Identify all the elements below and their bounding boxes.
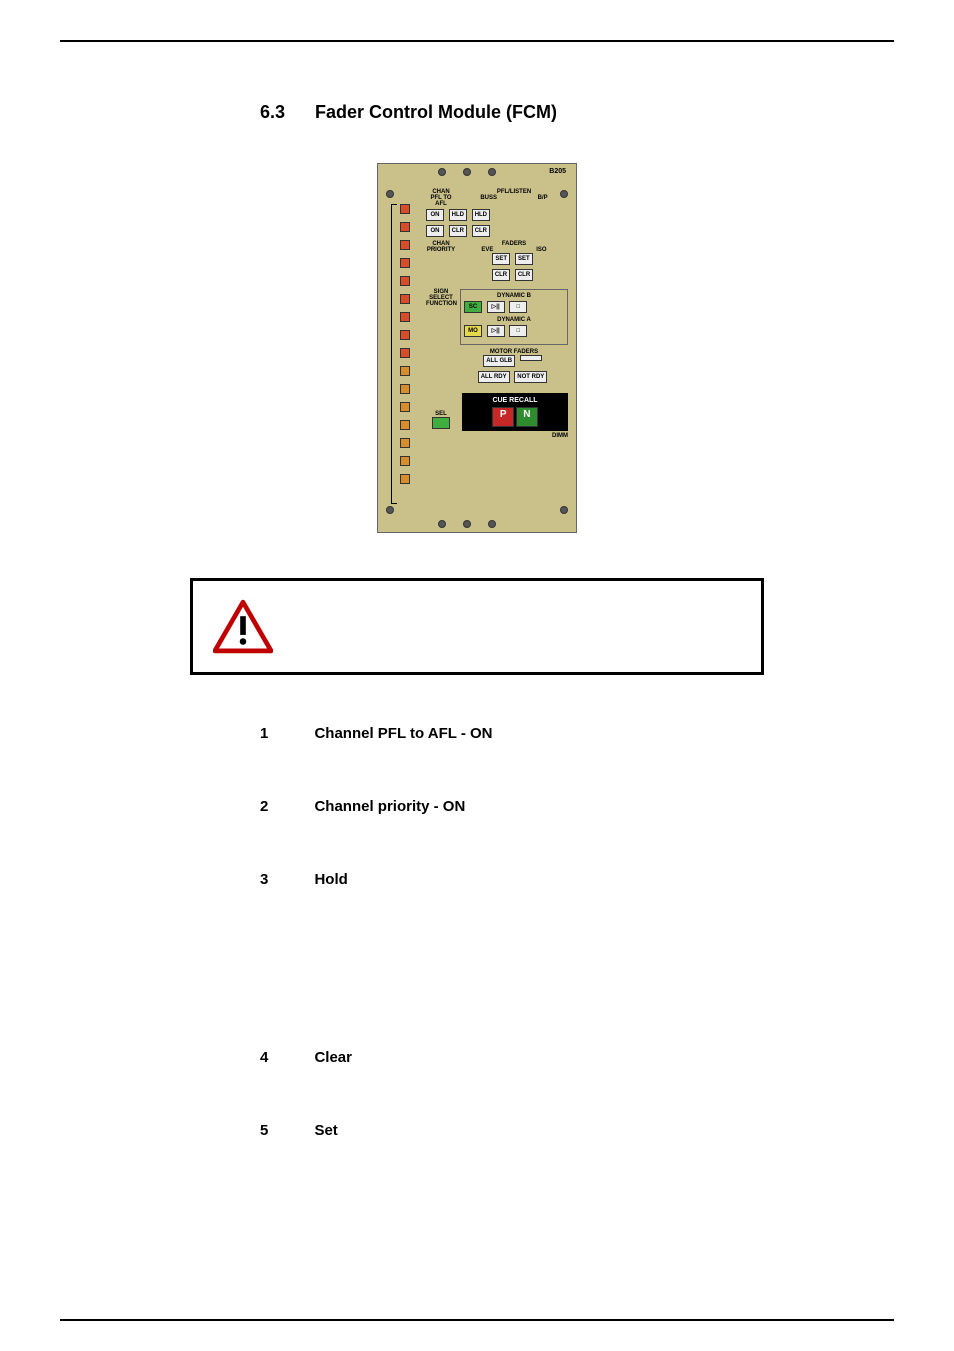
bottom-rule	[60, 1319, 894, 1321]
sel-button[interactable]	[432, 417, 450, 429]
bp-hold-button[interactable]: HLD	[472, 209, 490, 221]
cue-recall-block: CUE RECALL P N	[462, 393, 568, 431]
item-title: Hold	[314, 871, 347, 888]
item-3: 3 Hold	[260, 871, 814, 889]
led	[400, 456, 410, 466]
led	[400, 222, 410, 232]
warning-box	[190, 578, 764, 675]
all-glb-button[interactable]: ALL GLB	[483, 355, 515, 367]
led	[400, 276, 410, 286]
led	[400, 330, 410, 340]
all-rdy-button[interactable]: ALL RDY	[478, 371, 510, 383]
cue-next-button[interactable]: N	[516, 407, 538, 427]
screw	[488, 168, 496, 176]
led	[400, 366, 410, 376]
led	[400, 384, 410, 394]
not-rdy-button[interactable]: NOT RDY	[514, 371, 547, 383]
sc-button[interactable]: SC	[464, 301, 482, 313]
item-title: Clear	[314, 1049, 352, 1066]
screw	[463, 168, 471, 176]
buss-label: BUSS	[480, 195, 497, 201]
dimm-label: DIMM	[426, 433, 568, 439]
item-4: 4 Clear	[260, 1049, 814, 1067]
item-5: 5 Set	[260, 1122, 814, 1140]
screw	[386, 190, 394, 198]
screw	[488, 520, 496, 528]
item-title: Channel PFL to AFL - ON	[314, 725, 492, 742]
iso-clear-button[interactable]: CLR	[515, 269, 533, 281]
led-column	[400, 204, 412, 492]
chan-priority-label: CHAN PRIORITY	[426, 241, 456, 285]
item-number: 5	[260, 1122, 310, 1139]
led	[400, 474, 410, 484]
iso-label: ISO	[536, 247, 546, 253]
led	[400, 402, 410, 412]
control-area: CHAN PFL TO AFL PFL/LISTEN BUSS B/P ON H…	[426, 189, 568, 512]
iso-set-button[interactable]: SET	[515, 253, 533, 265]
bp-clear-button[interactable]: CLR	[472, 225, 490, 237]
item-2: 2 Channel priority - ON	[260, 798, 814, 816]
led	[400, 348, 410, 358]
section-heading: 6.3 Fader Control Module (FCM)	[260, 102, 894, 123]
fcm-panel: B205 CH	[377, 163, 577, 533]
led-bracket	[391, 204, 397, 504]
mo-button[interactable]: MO	[464, 325, 482, 337]
chan-pfl-on-button[interactable]: ON	[426, 209, 444, 221]
item-number: 4	[260, 1049, 310, 1066]
screw	[438, 168, 446, 176]
section-number: 6.3	[260, 102, 310, 123]
cue-prev-button[interactable]: P	[492, 407, 514, 427]
led	[400, 294, 410, 304]
led	[400, 204, 410, 214]
item-number: 2	[260, 798, 310, 815]
chan-pfl-afl-label: CHAN PFL TO AFL	[426, 189, 456, 207]
dyn-a-stop-button[interactable]: □	[509, 325, 527, 337]
led	[400, 258, 410, 268]
section-title: Fader Control Module (FCM)	[315, 102, 557, 122]
item-number: 1	[260, 725, 310, 742]
sign-select-label: SIGN SELECT FUNCTION	[426, 289, 456, 387]
item-1: 1 Channel PFL to AFL - ON	[260, 725, 814, 743]
warning-icon	[213, 599, 273, 654]
screw	[438, 520, 446, 528]
dynamic-b-title: DYNAMIC B	[464, 293, 564, 299]
led	[400, 420, 410, 430]
screw	[463, 520, 471, 528]
item-title: Channel priority - ON	[314, 798, 465, 815]
mot-off-button[interactable]	[520, 355, 542, 361]
eve-clear-button[interactable]: CLR	[492, 269, 510, 281]
led	[400, 240, 410, 250]
item-title: Set	[314, 1122, 337, 1139]
buss-hold-button[interactable]: HLD	[449, 209, 467, 221]
dyn-b-play-button[interactable]: ▷||	[487, 301, 505, 313]
items-list: 1 Channel PFL to AFL - ON 2 Channel prio…	[260, 725, 814, 1140]
chan-priority-on-button[interactable]: ON	[426, 225, 444, 237]
buss-clear-button[interactable]: CLR	[449, 225, 467, 237]
panel-model: B205	[549, 168, 566, 175]
bp-label: B/P	[538, 195, 548, 201]
top-rule	[60, 40, 894, 42]
dynamic-b-block: DYNAMIC B SC ▷|| □ DYNAMIC A MO ▷|| □	[460, 289, 568, 345]
cue-recall-label: CUE RECALL	[466, 397, 564, 404]
dynamic-a-title: DYNAMIC A	[464, 317, 564, 323]
figure: B205 CH	[60, 163, 894, 538]
eve-set-button[interactable]: SET	[492, 253, 510, 265]
led	[400, 438, 410, 448]
dyn-a-play-button[interactable]: ▷||	[487, 325, 505, 337]
screw	[386, 506, 394, 514]
dyn-b-stop-button[interactable]: □	[509, 301, 527, 313]
item-number: 3	[260, 871, 310, 888]
led	[400, 312, 410, 322]
